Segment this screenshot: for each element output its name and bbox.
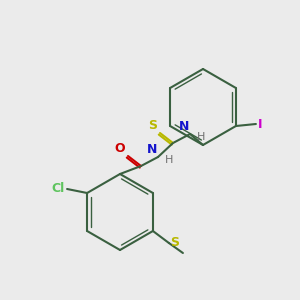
Text: Cl: Cl bbox=[52, 182, 65, 194]
Text: N: N bbox=[147, 143, 157, 156]
Text: H: H bbox=[197, 132, 206, 142]
Text: N: N bbox=[178, 120, 189, 133]
Text: I: I bbox=[258, 118, 262, 130]
Text: S: S bbox=[148, 119, 157, 132]
Text: S: S bbox=[170, 236, 179, 250]
Text: O: O bbox=[114, 142, 125, 155]
Text: H: H bbox=[165, 155, 173, 165]
